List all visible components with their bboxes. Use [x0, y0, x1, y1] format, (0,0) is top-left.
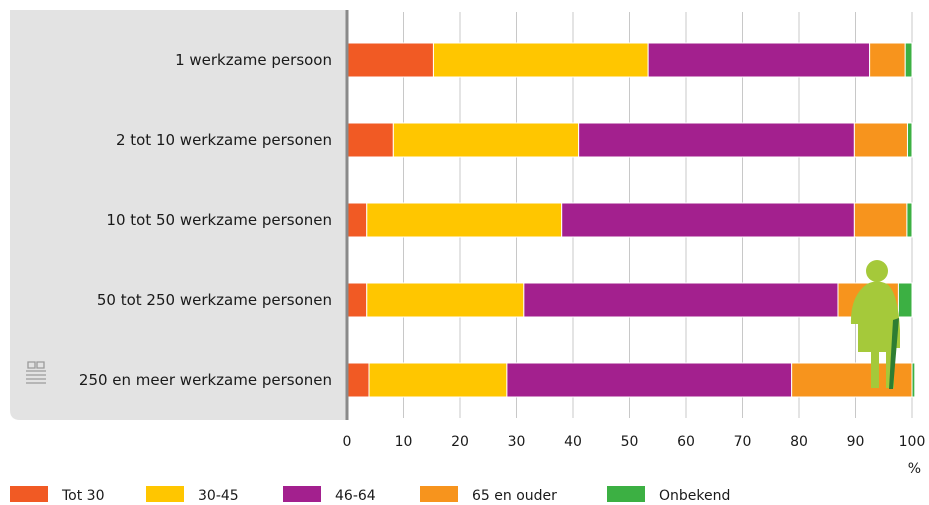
legend-label: 30-45	[198, 488, 239, 504]
bar-segment	[869, 42, 906, 78]
bar-segment	[368, 362, 508, 398]
cbs-logo-icon	[26, 361, 46, 384]
bar-segment	[346, 122, 394, 158]
x-tick-label: 50	[621, 434, 639, 450]
x-tick-label: 90	[847, 434, 865, 450]
bar-segment	[432, 42, 649, 78]
bar-segment	[523, 282, 839, 318]
x-tick-label: 40	[564, 434, 582, 450]
bar-segment	[647, 42, 871, 78]
bar-segment	[906, 202, 913, 238]
legend-swatch	[607, 486, 645, 502]
bar-segment	[346, 362, 370, 398]
category-label: 10 tot 50 werkzame personen	[106, 211, 332, 229]
bar-segment	[853, 122, 908, 158]
bar-segment	[578, 122, 855, 158]
x-tick-label: 80	[790, 434, 808, 450]
legend-label: Onbekend	[659, 488, 730, 504]
bar-segment	[561, 202, 855, 238]
x-tick-label: 100	[899, 434, 926, 450]
bar-segment	[346, 202, 368, 238]
legend-swatch	[420, 486, 458, 502]
bar-segment	[911, 362, 916, 398]
bar-segment	[346, 42, 434, 78]
bar-segment	[506, 362, 793, 398]
bars: 1 werkzame persoon 2 tot 10 werkzame pers…	[79, 42, 916, 398]
bar-segment	[906, 122, 913, 158]
bar-segment	[346, 282, 368, 318]
bar-segment	[853, 202, 908, 238]
category-label: 2 tot 10 werkzame personen	[116, 131, 332, 149]
bar-segment	[366, 202, 563, 238]
legend-swatch	[283, 486, 321, 502]
category-label: 1 werkzame persoon	[175, 51, 332, 69]
x-tick-label: 20	[451, 434, 469, 450]
category-label: 50 tot 250 werkzame personen	[97, 291, 332, 309]
legend-label: 65 en ouder	[472, 488, 557, 504]
bar-segment	[392, 122, 580, 158]
x-tick-label: 60	[677, 434, 695, 450]
x-tick-label: 0	[343, 434, 352, 450]
legend: Tot 30 30-45 46-64 65 en ouder Onbekend	[10, 486, 730, 504]
legend-swatch	[146, 486, 184, 502]
legend-label: 46-64	[335, 488, 376, 504]
elderly-person-icon	[850, 260, 900, 389]
x-tick-label: 10	[395, 434, 413, 450]
x-tick-label: 70	[734, 434, 752, 450]
category-label: 250 en meer werkzame personen	[79, 371, 332, 389]
x-unit-label: %	[908, 461, 921, 477]
bar-segment	[897, 282, 913, 318]
category-panel	[10, 10, 346, 420]
x-tick-label: 30	[508, 434, 526, 450]
bar-segment	[904, 42, 913, 78]
bar-segment	[366, 282, 525, 318]
legend-label: Tot 30	[61, 488, 105, 504]
legend-swatch	[10, 486, 48, 502]
x-axis: 0 10 20 30 40 50 60 70 80 90 100%	[343, 10, 926, 477]
